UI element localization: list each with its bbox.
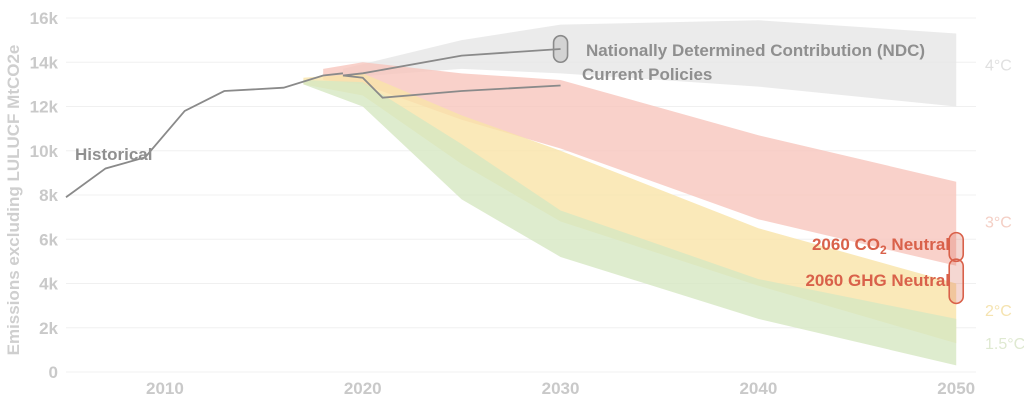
y-axis: 0 2k 4k 6k 8k 10k 12k 14k 16k bbox=[30, 9, 59, 382]
y-tick-label: 10k bbox=[30, 142, 59, 161]
co2-tail: Neutral bbox=[887, 235, 950, 254]
line-nationally bbox=[342, 48, 561, 77]
band-label: 1.5°C bbox=[985, 336, 1024, 353]
y-tick-label: 4k bbox=[39, 275, 58, 294]
y-tick-label: 0 bbox=[49, 363, 58, 382]
ndc-range-marker bbox=[552, 34, 569, 64]
x-tick-label: 2030 bbox=[542, 379, 580, 398]
band-1.5c bbox=[303, 79, 957, 366]
band-label: 3°C bbox=[985, 215, 1012, 232]
co2-main: 2060 CO bbox=[812, 235, 880, 254]
annotation-ndc: Nationally Determined Contribution (NDC) bbox=[586, 41, 925, 60]
x-tick-label: 2010 bbox=[146, 379, 184, 398]
annotation-current-policies: Current Policies bbox=[582, 65, 712, 84]
band-label: 2°C bbox=[985, 303, 1012, 320]
co2-subscript: 2 bbox=[880, 243, 887, 257]
band-label: 4°C bbox=[985, 57, 1012, 74]
annotation-2060-ghg-neutral: 2060 GHG Neutral bbox=[805, 271, 950, 290]
y-tick-label: 14k bbox=[30, 53, 59, 72]
y-tick-label: 16k bbox=[30, 9, 59, 28]
line-current bbox=[342, 74, 561, 99]
y-axis-label: Emissions excluding LULUCF MtCO2e bbox=[4, 45, 23, 356]
line-historical bbox=[65, 72, 344, 198]
emission-lines bbox=[65, 48, 561, 198]
ghg-neutral-range-marker bbox=[948, 258, 965, 305]
annotation-2060-co2-neutral: 2060 CO2 Neutral bbox=[812, 235, 950, 257]
scenario-bands bbox=[303, 20, 957, 366]
y-tick-label: 6k bbox=[39, 230, 58, 249]
y-tick-label: 8k bbox=[39, 186, 58, 205]
annotation-historical: Historical bbox=[75, 145, 152, 164]
x-tick-label: 2020 bbox=[344, 379, 382, 398]
band-4c bbox=[342, 20, 957, 107]
annotations: Historical Nationally Determined Contribu… bbox=[75, 41, 950, 290]
x-tick-label: 2040 bbox=[739, 379, 777, 398]
range-markers bbox=[552, 34, 965, 305]
band-3c bbox=[323, 62, 957, 266]
band-labels: 4°C 3°C 2°C 1.5°C bbox=[985, 57, 1024, 353]
x-tick-label: 2050 bbox=[937, 379, 975, 398]
y-tick-label: 12k bbox=[30, 98, 59, 117]
y-tick-label: 2k bbox=[39, 319, 58, 338]
co2-neutral-range-marker bbox=[948, 231, 965, 263]
x-axis: 2010 2020 2030 2040 2050 bbox=[146, 379, 975, 398]
band-2c bbox=[303, 73, 957, 344]
